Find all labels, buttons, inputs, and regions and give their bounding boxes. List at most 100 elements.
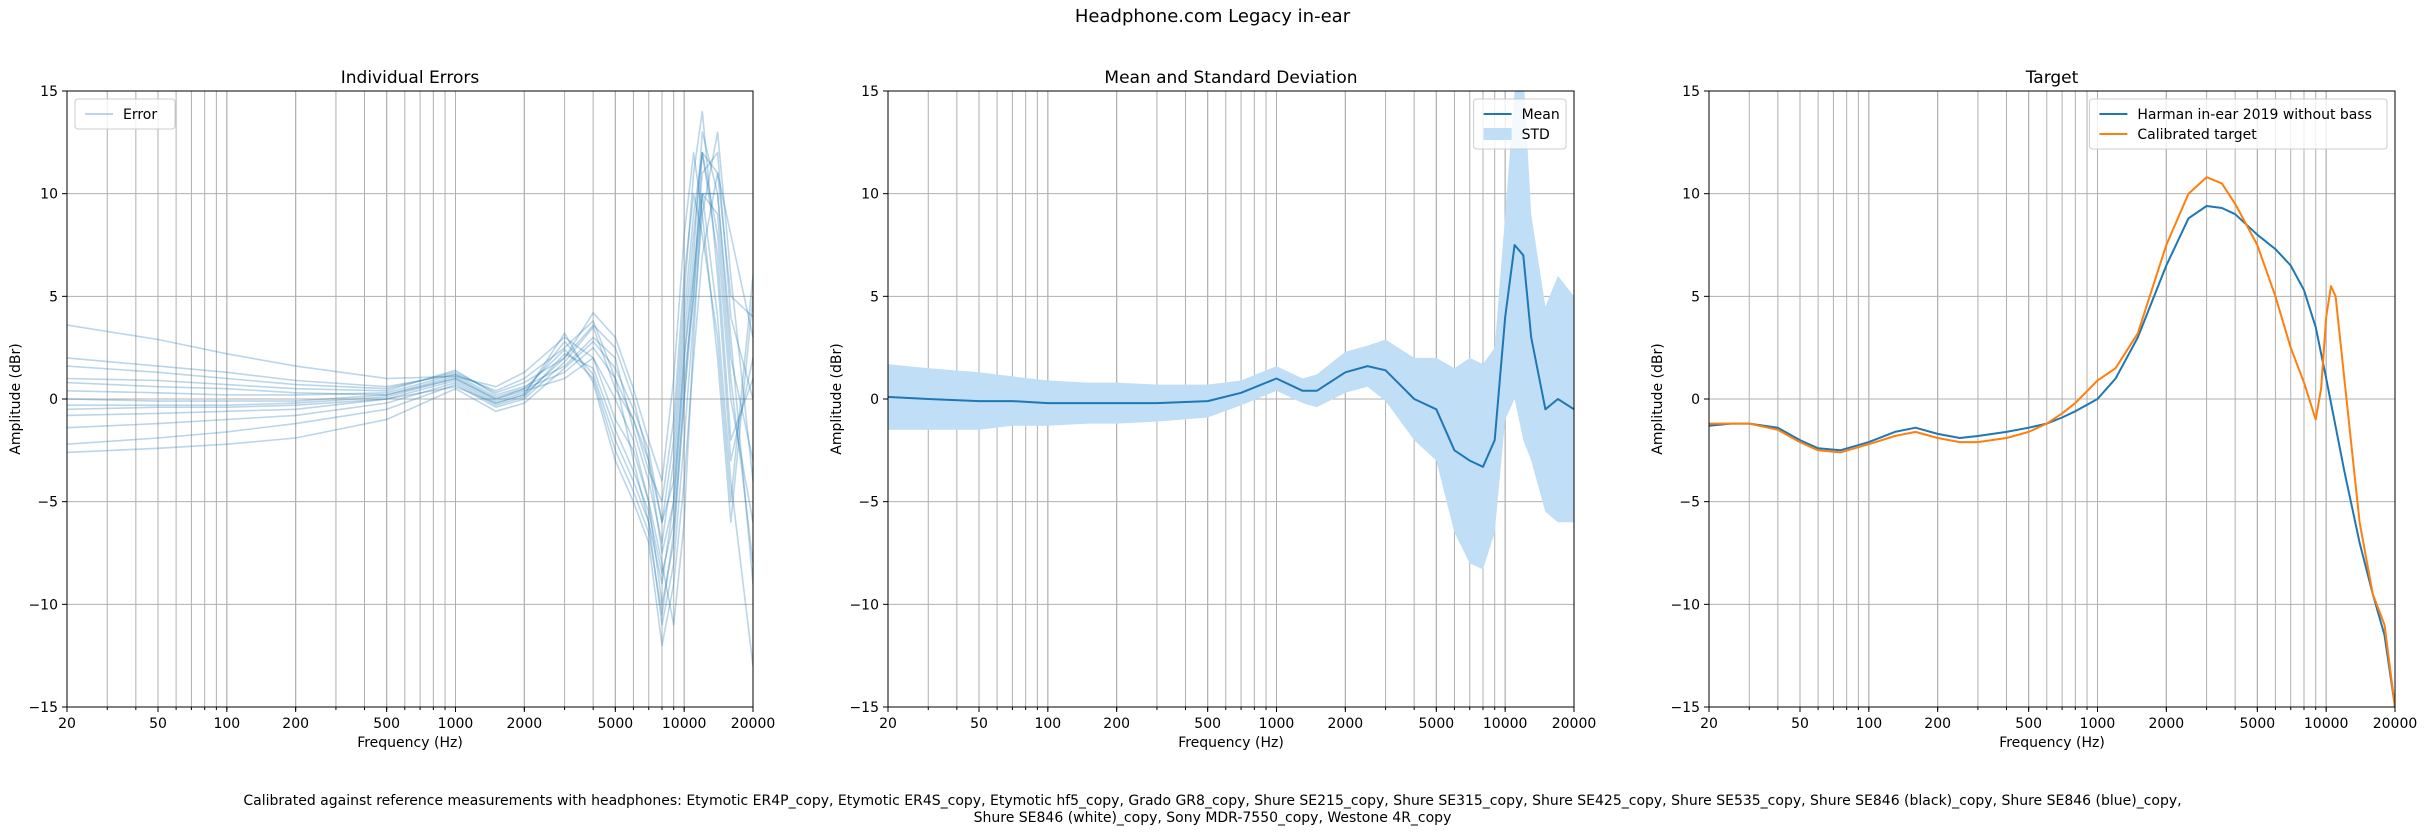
x-tick-label: 100 xyxy=(213,716,240,732)
y-tick-label: −10 xyxy=(1670,597,1700,613)
chart-title: Individual Errors xyxy=(341,68,480,88)
y-tick-label: 10 xyxy=(861,187,879,203)
grid-lines xyxy=(66,90,754,708)
y-tick-label: 15 xyxy=(1682,84,1700,100)
axis-ticks: 20 50 100 200 500 1000 2000 5000 10000 20000−15−1… xyxy=(28,84,775,732)
y-axis-label: Amplitude (dBr) xyxy=(829,343,845,454)
x-tick-label: 200 xyxy=(1103,716,1130,732)
error-line-5 xyxy=(67,131,753,585)
legend: Error xyxy=(74,98,176,130)
y-axis-label: Amplitude (dBr) xyxy=(8,343,24,454)
error-line-3 xyxy=(67,151,753,524)
y-tick-label: −10 xyxy=(849,597,879,613)
x-tick-label: 2000 xyxy=(1328,716,1364,732)
error-line-8 xyxy=(67,172,753,647)
x-tick-label: 20 xyxy=(879,716,897,732)
chart-panel-1: 20 50 100 200 500 1000 2000 5000 10000 20000−15−1… xyxy=(8,68,775,751)
x-tick-label: 50 xyxy=(1791,716,1809,732)
std-band xyxy=(888,91,1574,570)
x-tick-label: 100 xyxy=(1034,716,1061,732)
chart-panel-3: 20 50 100 200 500 1000 2000 5000 10000 20000−15−1… xyxy=(1650,68,2417,751)
y-tick-label: 15 xyxy=(861,84,879,100)
axis-ticks: 20 50 100 200 500 1000 2000 5000 10000 20000−15−1… xyxy=(849,84,1596,732)
y-tick-label: −5 xyxy=(858,495,879,511)
chart-panel-2: 20 50 100 200 500 1000 2000 5000 10000 20000−15−1… xyxy=(829,68,1596,751)
caption-line-2: Shure SE846 (white)_copy, Sony MDR-7550_… xyxy=(973,810,1452,826)
legend-label: Mean xyxy=(1522,107,1560,123)
x-tick-label: 2000 xyxy=(507,716,543,732)
x-tick-label: 500 xyxy=(373,716,400,732)
error-line-7 xyxy=(67,131,753,626)
y-tick-label: −15 xyxy=(28,700,58,716)
legend-label: Error xyxy=(123,107,157,123)
legend-swatch xyxy=(1483,128,1512,140)
legend-box xyxy=(2088,98,2388,150)
error-line-11 xyxy=(67,151,753,524)
x-tick-label: 500 xyxy=(1194,716,1221,732)
x-tick-label: 1000 xyxy=(1259,716,1295,732)
x-tick-label: 5000 xyxy=(2240,716,2276,732)
x-tick-label: 20 xyxy=(58,716,76,732)
legend-label: STD xyxy=(1522,127,1550,143)
error-line-9 xyxy=(67,192,753,575)
x-tick-label: 500 xyxy=(2015,716,2042,732)
x-tick-label: 20000 xyxy=(2373,716,2418,732)
x-tick-label: 2000 xyxy=(2149,716,2185,732)
y-tick-label: −15 xyxy=(1670,700,1700,716)
x-axis-label: Frequency (Hz) xyxy=(1178,735,1284,751)
y-tick-label: 15 xyxy=(40,84,58,100)
y-tick-label: 0 xyxy=(49,392,58,408)
error-line-13 xyxy=(67,151,753,616)
x-tick-label: 100 xyxy=(1855,716,1882,732)
grid-lines xyxy=(1708,90,2396,708)
x-tick-label: 10000 xyxy=(662,716,707,732)
x-tick-label: 20 xyxy=(1700,716,1718,732)
x-tick-label: 20000 xyxy=(1552,716,1597,732)
x-tick-label: 20000 xyxy=(731,716,776,732)
chart-title: Target xyxy=(2025,68,2079,88)
plot-area xyxy=(67,110,753,666)
x-tick-label: 10000 xyxy=(2304,716,2349,732)
x-tick-label: 10000 xyxy=(1483,716,1528,732)
error-line-6 xyxy=(67,151,753,606)
x-axis-label: Frequency (Hz) xyxy=(357,735,463,751)
error-line-2 xyxy=(67,110,753,524)
x-axis-label: Frequency (Hz) xyxy=(1999,735,2105,751)
y-tick-label: 5 xyxy=(870,289,879,305)
y-tick-label: −5 xyxy=(1679,495,1700,511)
y-tick-label: −5 xyxy=(37,495,58,511)
y-tick-label: 5 xyxy=(49,289,58,305)
legend-label: Calibrated target xyxy=(2137,127,2257,143)
caption-line-1: Calibrated against reference measurement… xyxy=(243,793,2182,809)
harman-target-line xyxy=(1709,205,2395,707)
y-tick-label: 0 xyxy=(1691,392,1700,408)
plot-area xyxy=(888,91,1574,570)
x-tick-label: 5000 xyxy=(1419,716,1455,732)
legend: Mean STD xyxy=(1473,98,1567,150)
y-tick-label: −10 xyxy=(28,597,58,613)
legend: Harman in-ear 2019 without bass Calibrate… xyxy=(2088,98,2388,150)
error-line-12 xyxy=(67,192,753,584)
y-axis-label: Amplitude (dBr) xyxy=(1650,343,1666,454)
calibrated-target-line xyxy=(1709,176,2395,707)
x-tick-label: 50 xyxy=(970,716,988,732)
y-tick-label: 10 xyxy=(1682,187,1700,203)
legend-box xyxy=(74,98,176,130)
figure-caption: Calibrated against reference measurement… xyxy=(0,793,2425,827)
plot-area xyxy=(1709,176,2395,707)
error-line-10 xyxy=(67,192,753,503)
figure-title: Headphone.com Legacy in-ear xyxy=(1074,6,1351,27)
y-tick-label: 0 xyxy=(870,392,879,408)
x-tick-label: 5000 xyxy=(598,716,634,732)
y-tick-label: 10 xyxy=(40,187,58,203)
x-tick-label: 200 xyxy=(1924,716,1951,732)
mean-line xyxy=(888,244,1574,468)
y-tick-label: 5 xyxy=(1691,289,1700,305)
x-tick-label: 1000 xyxy=(2080,716,2116,732)
error-line-1 xyxy=(67,192,753,666)
x-tick-label: 1000 xyxy=(438,716,474,732)
legend-label: Harman in-ear 2019 without bass xyxy=(2137,107,2372,123)
chart-title: Mean and Standard Deviation xyxy=(1104,68,1357,88)
x-tick-label: 50 xyxy=(149,716,167,732)
